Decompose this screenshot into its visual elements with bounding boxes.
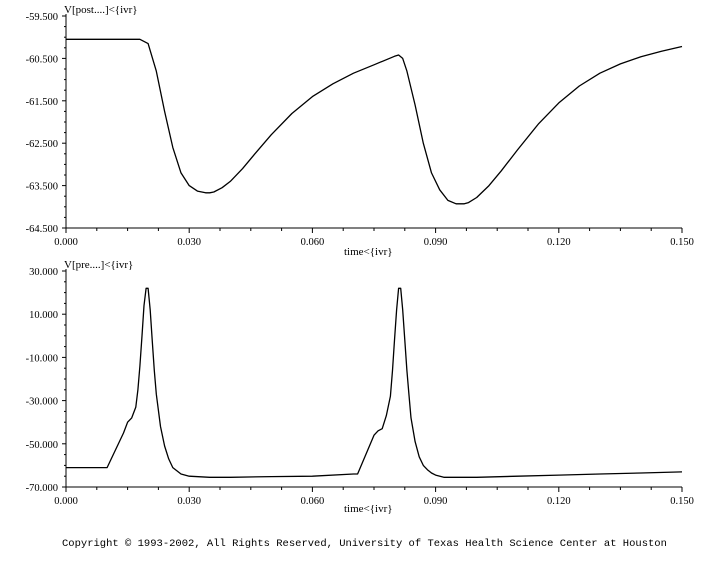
x-axis-title: time<{ivr} xyxy=(344,503,393,515)
x-axis-title: time<{ivr} xyxy=(344,246,393,258)
y-tick-label: -50.000 xyxy=(26,440,58,451)
x-tick-label: 0.060 xyxy=(301,496,325,507)
x-tick-label: 0.150 xyxy=(670,237,694,248)
y-tick-label: 10.000 xyxy=(29,310,58,321)
y-axis-title: V[post....]<{ivr} xyxy=(64,4,138,16)
y-tick-label: -30.000 xyxy=(26,397,58,408)
series-line xyxy=(66,287,683,478)
y-tick-label: -61.500 xyxy=(26,97,58,108)
y-tick-label: -64.500 xyxy=(26,224,58,235)
y-tick-label: -59.500 xyxy=(26,12,58,23)
y-tick-label: -10.000 xyxy=(26,353,58,364)
y-tick-label: -60.500 xyxy=(26,54,58,65)
x-tick-label: 0.000 xyxy=(54,237,78,248)
x-tick-label: 0.030 xyxy=(177,496,201,507)
x-tick-label: 0.030 xyxy=(177,237,201,248)
x-tick-label: 0.000 xyxy=(54,496,78,507)
y-tick-label: -63.500 xyxy=(26,182,58,193)
x-tick-label: 0.150 xyxy=(670,496,694,507)
x-tick-label: 0.120 xyxy=(547,237,571,248)
y-tick-label: -62.500 xyxy=(26,139,58,150)
y-axis-title: V[pre....]<{ivr} xyxy=(64,259,133,271)
x-tick-label: 0.120 xyxy=(547,496,571,507)
y-tick-label: 30.000 xyxy=(29,267,58,278)
y-tick-label: -70.000 xyxy=(26,483,58,494)
copyright-notice: Copyright © 1993-2002, All Rights Reserv… xyxy=(62,538,667,550)
x-tick-label: 0.090 xyxy=(424,496,448,507)
x-tick-label: 0.090 xyxy=(424,237,448,248)
x-tick-label: 0.060 xyxy=(301,237,325,248)
series-line xyxy=(66,38,683,205)
